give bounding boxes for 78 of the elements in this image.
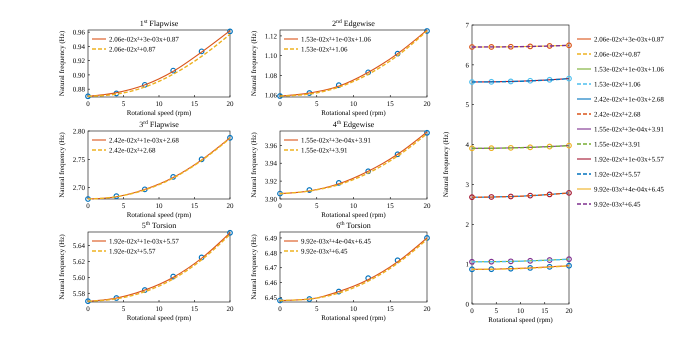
point	[488, 145, 494, 152]
point	[508, 258, 514, 264]
chart-title: 3$^{rd}$ Flapwise	[139, 120, 180, 129]
point	[527, 44, 534, 50]
point	[277, 298, 283, 304]
point	[469, 145, 475, 152]
point	[527, 258, 534, 264]
point	[114, 193, 120, 200]
point	[227, 134, 233, 141]
point	[469, 194, 475, 200]
point	[365, 275, 372, 282]
point	[336, 82, 342, 88]
point	[508, 144, 514, 151]
point	[469, 258, 475, 265]
point	[508, 78, 514, 84]
point	[488, 44, 494, 50]
point	[566, 142, 572, 149]
point	[469, 266, 475, 272]
point	[114, 90, 120, 96]
point	[488, 194, 494, 200]
point	[546, 257, 552, 263]
point	[365, 168, 372, 174]
point	[546, 144, 552, 150]
point	[277, 190, 283, 197]
point	[394, 50, 400, 57]
point	[546, 191, 552, 198]
point	[227, 230, 233, 236]
point	[114, 295, 120, 301]
point	[508, 266, 514, 272]
point	[566, 190, 572, 196]
point	[546, 76, 552, 83]
point	[336, 288, 342, 294]
point	[508, 194, 514, 200]
point	[170, 68, 176, 74]
point	[566, 76, 572, 82]
point	[170, 274, 176, 280]
point	[546, 43, 552, 49]
point	[566, 256, 572, 262]
point	[198, 48, 204, 54]
point	[488, 258, 494, 265]
point	[394, 257, 400, 264]
chart-title: 1$^{st}$ Flapwise	[140, 19, 179, 28]
point	[227, 28, 233, 34]
chart-title: 4$^{th}$ Edgewise	[332, 120, 375, 129]
point	[527, 144, 534, 150]
point	[424, 28, 430, 34]
point	[170, 174, 176, 180]
point	[527, 78, 534, 84]
point	[142, 186, 148, 192]
chart-title: 2$^{nd}$ Edgewise	[332, 19, 376, 28]
point	[365, 69, 372, 76]
point	[306, 296, 312, 302]
point	[566, 42, 572, 48]
point	[546, 264, 552, 270]
point	[488, 266, 494, 272]
point	[198, 254, 204, 260]
point	[85, 93, 91, 100]
point	[142, 287, 148, 293]
point	[198, 156, 204, 162]
point	[394, 151, 400, 158]
point	[527, 264, 534, 271]
point	[306, 187, 312, 193]
point	[488, 78, 494, 85]
chart-title: 6$^{th}$ Torsion	[336, 221, 371, 230]
point	[469, 44, 475, 50]
chart-title: 5$^{th}$ Torsion	[142, 221, 176, 230]
point	[527, 192, 534, 199]
point	[142, 82, 148, 88]
point	[85, 196, 91, 202]
point	[508, 44, 514, 50]
point	[424, 130, 430, 136]
point	[566, 262, 572, 269]
point	[85, 298, 91, 304]
point	[424, 235, 430, 241]
point	[469, 79, 475, 85]
point	[306, 90, 312, 96]
point	[336, 180, 342, 186]
point	[277, 93, 283, 99]
